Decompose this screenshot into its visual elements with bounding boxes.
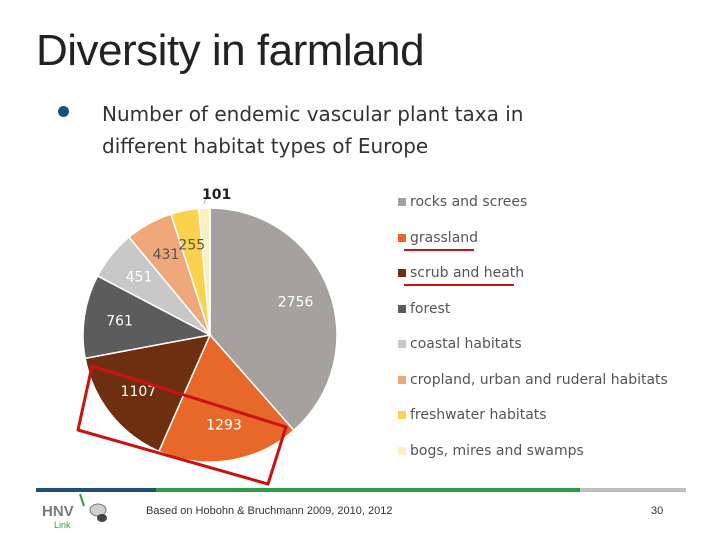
- data-label-scrub-and-heath: 1107: [121, 384, 157, 400]
- pie-slice-bogs-mires-and-swamps: [197, 207, 211, 336]
- legend-swatch: [398, 446, 406, 455]
- slide-title: Diversity in farmland: [36, 26, 425, 75]
- pie-slice-rocks-and-screes: [209, 207, 338, 432]
- legend-swatch: [398, 304, 406, 313]
- data-label-rocks-and-screes: 2756: [278, 295, 314, 311]
- logo-text: HNV: [42, 503, 74, 520]
- bullet-text: Number of endemic vascular plant taxa in…: [102, 98, 622, 162]
- hnv-link-logo: HNV Link: [42, 493, 107, 530]
- bullet-icon: [58, 106, 69, 117]
- data-label-grassland: 1293: [206, 417, 242, 433]
- legend-label: cropland, urban and ruderal habitats: [410, 371, 668, 388]
- legend-label: bogs, mires and swamps: [410, 442, 584, 459]
- highlight-box: [76, 364, 288, 486]
- data-label-cropland-urban-and-ruderal-habitats: 431: [153, 247, 180, 263]
- legend-label: grassland: [410, 229, 479, 246]
- legend-swatch: [398, 340, 406, 348]
- legend-label: rocks and screes: [410, 194, 528, 210]
- data-label-forest: 761: [106, 313, 133, 329]
- legend-underline: [404, 284, 514, 286]
- legend-swatch: [398, 269, 406, 277]
- page-number: 30: [651, 505, 664, 517]
- legend-label: freshwater habitats: [410, 407, 547, 423]
- footer-bar-green: [156, 488, 580, 492]
- footer-bar-grey: [580, 488, 686, 492]
- data-label-freshwater-habitats: 255: [178, 237, 205, 253]
- logo-subtext: Link: [54, 520, 71, 530]
- legend-underline: [404, 248, 474, 251]
- source-note: Based on Hobohn & Bruchmann 2009, 2010, …: [146, 505, 393, 517]
- data-label-bogs-mires-and-swamps: 101: [202, 187, 231, 203]
- data-label-coastal-habitats: 451: [126, 269, 153, 285]
- legend-swatch: [398, 198, 406, 206]
- leader-line-bogs-mires-and-swamps: [203, 198, 208, 205]
- legend-swatch: [398, 233, 406, 242]
- footer-bar-blue: [36, 488, 156, 492]
- bullet-line-2: different habitat types of Europe: [102, 134, 429, 158]
- legend-label: forest: [410, 300, 451, 317]
- bullet-line-1: Number of endemic vascular plant taxa in: [102, 102, 524, 126]
- legend-swatch: [398, 411, 406, 419]
- legend-label: scrub and heath: [410, 265, 525, 281]
- legend-label: coastal habitats: [410, 336, 522, 352]
- legend-swatch: [398, 375, 406, 384]
- pie-slice-forest: [82, 274, 213, 360]
- pie-slice-scrub-and-heath: [84, 334, 212, 453]
